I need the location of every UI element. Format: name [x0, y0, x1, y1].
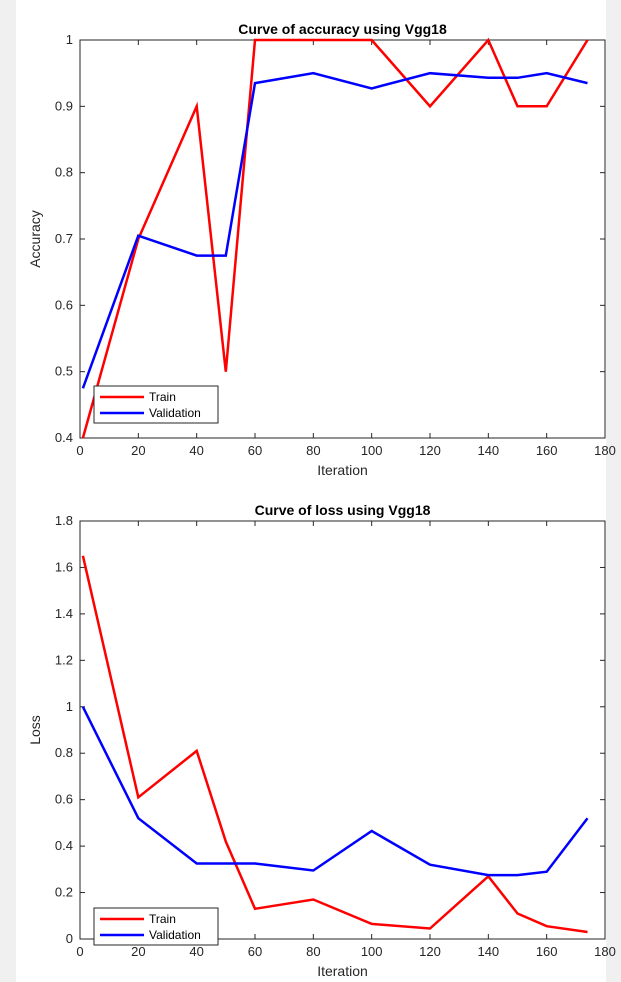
y-tick-label: 0.2: [55, 885, 73, 900]
y-tick-label: 1.4: [55, 606, 73, 621]
y-tick-label: 0.9: [55, 98, 73, 113]
x-tick-label: 180: [594, 944, 616, 959]
legend-label-validation: Validation: [149, 928, 201, 942]
y-tick-label: 0.7: [55, 231, 73, 246]
chart-title: Curve of accuracy using Vgg18: [238, 21, 447, 37]
y-tick-label: 0.6: [55, 792, 73, 807]
y-tick-label: 0.4: [55, 838, 73, 853]
y-tick-label: 0.6: [55, 297, 73, 312]
series-line-validation: [81, 706, 589, 877]
legend: Train Validation: [93, 385, 219, 424]
series-line-train: [81, 37, 589, 439]
x-tick-label: 140: [477, 443, 499, 458]
x-tick-label: 80: [306, 944, 320, 959]
series-line-validation: [81, 71, 588, 389]
axes-box: [79, 39, 606, 439]
y-axis-label: Accuracy: [27, 210, 43, 268]
series-line-train: [81, 555, 588, 934]
y-tick-label: 1.8: [55, 513, 73, 528]
x-axis-label: Iteration: [317, 963, 368, 979]
x-axis-label: Iteration: [317, 462, 368, 478]
x-tick-label: 180: [594, 443, 616, 458]
x-tick-label: 60: [248, 443, 262, 458]
chart-title: Curve of loss using Vgg18: [255, 502, 431, 518]
x-tick-label: 0: [76, 944, 83, 959]
x-tick-label: 140: [477, 944, 499, 959]
x-tick-label: 20: [131, 443, 145, 458]
legend-label-train: Train: [149, 390, 176, 404]
chart-loss: 0 20 40 60 80 100 120 140 160 180 0 0.2 0.4 0.6 0.8 1 1.…: [27, 502, 616, 979]
legend-box: [93, 385, 219, 424]
y-tick-label: 1.6: [55, 559, 73, 574]
x-tick-label: 0: [76, 443, 83, 458]
y-tick-label: 0.4: [55, 430, 73, 445]
x-tick-label: 60: [248, 944, 262, 959]
y-tick-label: 0.5: [55, 364, 73, 379]
x-tick-label: 40: [189, 944, 203, 959]
chart-accuracy: 0 20 40 60 80 100 120 140 160 180 0.4 0.5 0.6 0.7 0.8 0…: [27, 21, 616, 478]
x-tick-label: 120: [419, 443, 441, 458]
x-tick-label: 80: [306, 443, 320, 458]
y-tick-label: 1: [66, 699, 73, 714]
x-tick-label: 160: [536, 944, 558, 959]
legend-label-validation: Validation: [149, 406, 201, 420]
y-tick-label: 0.8: [55, 745, 73, 760]
axes-box: [79, 520, 606, 940]
x-tick-label: 20: [131, 944, 145, 959]
x-tick-label: 100: [361, 443, 383, 458]
y-tick-label: 1: [66, 32, 73, 47]
y-axis-label: Loss: [27, 715, 43, 745]
y-tick-label: 0.8: [55, 165, 73, 180]
legend: Train Validation: [93, 907, 219, 946]
x-tick-label: 100: [361, 944, 383, 959]
legend-box: [93, 907, 219, 946]
x-tick-label: 120: [419, 944, 441, 959]
legend-label-train: Train: [149, 912, 176, 926]
y-tick-label: 1.2: [55, 652, 73, 667]
x-tick-label: 40: [189, 443, 203, 458]
x-tick-label: 160: [536, 443, 558, 458]
y-tick-label: 0: [66, 931, 73, 946]
